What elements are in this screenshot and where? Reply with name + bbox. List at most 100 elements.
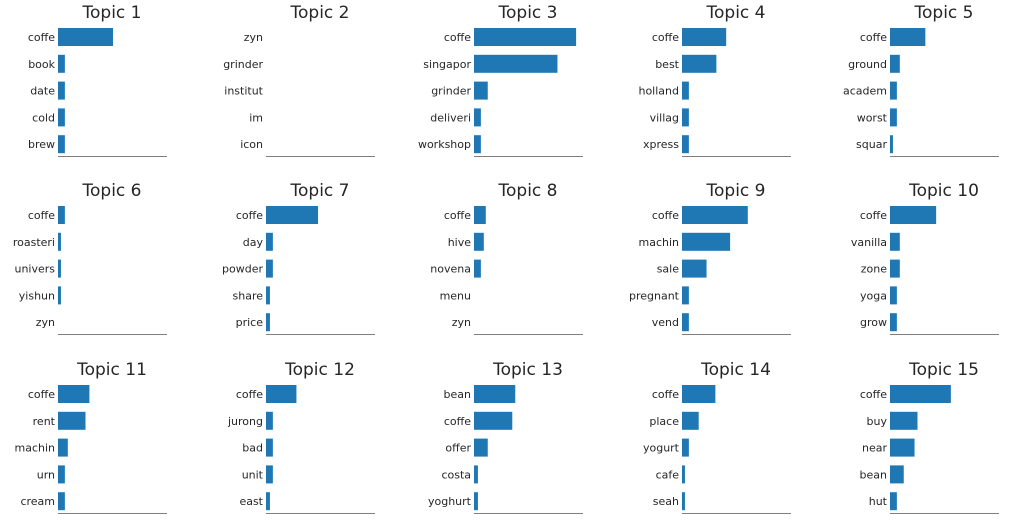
tick-label: bean	[860, 468, 887, 481]
tick-label: east	[239, 495, 263, 508]
tick-label: machin	[638, 236, 679, 249]
tick-label: institut	[224, 85, 263, 98]
topic-chart-10: Topic 10 coffe vanilla zone yoga grow	[851, 181, 999, 335]
bar-xpress	[682, 135, 689, 154]
bar-best	[682, 54, 717, 73]
bar-univers	[58, 259, 61, 278]
bar-east	[266, 492, 270, 511]
chart-title: Topic 15	[908, 360, 979, 380]
tick-label: pregnant	[629, 289, 680, 302]
topic-chart-13: Topic 13 bean coffe offer costa yoghurt	[428, 360, 583, 514]
bar-coffe	[58, 206, 65, 224]
bar-cafe	[682, 465, 685, 484]
topic-chart-2: Topic 2 zyn grinder institut im icon	[223, 3, 375, 157]
chart-title: Topic 4	[706, 3, 766, 23]
tick-label: grow	[860, 316, 887, 329]
bar-zone	[890, 259, 900, 278]
tick-label: place	[649, 415, 679, 428]
tick-label: bad	[242, 442, 263, 455]
bar-cold	[58, 108, 65, 127]
tick-label: holland	[638, 85, 679, 98]
topic-chart-4: Topic 4 coffe best holland villag xpress	[638, 3, 791, 157]
bar-date	[58, 81, 65, 100]
tick-label: novena	[430, 263, 471, 276]
bar-grinder	[474, 81, 488, 100]
tick-label: yogurt	[643, 442, 680, 455]
tick-label: coffe	[652, 209, 679, 222]
bar-book	[58, 54, 65, 73]
tick-label: coffe	[652, 388, 679, 401]
bar-deliveri	[474, 108, 481, 127]
topic-chart-5: Topic 5 coffe ground academ worst squar	[843, 3, 999, 157]
bar-brew	[58, 135, 65, 154]
bar-share	[266, 286, 270, 305]
tick-label: zyn	[36, 316, 55, 329]
chart-title: Topic 11	[76, 360, 147, 380]
topic-chart-8: Topic 8 coffe hive novena menu zyn	[430, 181, 583, 335]
bar-villag	[682, 108, 689, 127]
tick-label: hive	[448, 236, 472, 249]
bar-coffe	[474, 206, 486, 224]
tick-label: roasteri	[13, 236, 55, 249]
topic-chart-1: Topic 1 coffe book date cold brew	[28, 3, 167, 157]
tick-label: best	[655, 58, 679, 71]
bar-urn	[58, 465, 65, 484]
tick-label: ground	[848, 58, 887, 71]
tick-label: coffe	[236, 209, 263, 222]
bar-vend	[682, 313, 689, 332]
tick-label: grinder	[431, 85, 471, 98]
tick-label: coffe	[28, 209, 55, 222]
bar-vanilla	[890, 232, 900, 251]
tick-label: sale	[657, 263, 680, 276]
topic-chart-11: Topic 11 coffe rent machin urn cream	[14, 360, 167, 514]
tick-label: zyn	[244, 31, 263, 44]
bar-coffe	[682, 206, 748, 224]
topic-chart-3: Topic 3 coffe singapor grinder deliveri works…	[418, 3, 583, 157]
tick-label: coffe	[28, 388, 55, 401]
tick-label: vend	[652, 316, 679, 329]
bar-coffe	[682, 385, 716, 403]
bar-ground	[890, 54, 900, 73]
tick-label: yishun	[19, 289, 55, 302]
tick-label: buy	[867, 415, 888, 428]
tick-label: yoga	[860, 289, 887, 302]
tick-label: near	[862, 442, 887, 455]
bar-coffe	[682, 28, 727, 46]
bar-sale	[682, 259, 707, 278]
tick-label: coffe	[236, 388, 263, 401]
bar-grow	[890, 313, 897, 332]
tick-label: workshop	[418, 138, 471, 151]
tick-label: icon	[240, 138, 263, 151]
bar-machin	[58, 438, 68, 457]
bar-machin	[682, 232, 731, 251]
bar-place	[682, 411, 699, 430]
chart-title: Topic 13	[492, 360, 563, 380]
bar-worst	[890, 108, 897, 127]
bar-coffe	[266, 206, 319, 224]
chart-title: Topic 7	[290, 181, 350, 201]
bar-price	[266, 313, 270, 332]
tick-label: zyn	[452, 316, 471, 329]
tick-label: bean	[444, 388, 471, 401]
chart-title: Topic 6	[82, 181, 142, 201]
bar-day	[266, 232, 273, 251]
chart-title: Topic 5	[914, 3, 974, 23]
tick-label: coffe	[652, 31, 679, 44]
bar-holland	[682, 81, 689, 100]
tick-label: vanilla	[851, 236, 887, 249]
bar-cream	[58, 492, 65, 511]
bar-academ	[890, 81, 897, 100]
tick-label: grinder	[223, 58, 263, 71]
bar-coffe	[58, 385, 90, 403]
tick-label: im	[249, 111, 263, 124]
bar-coffe	[266, 385, 297, 403]
tick-label: unit	[242, 468, 264, 481]
bar-bean	[890, 465, 904, 484]
bar-coffe	[890, 28, 926, 46]
bar-workshop	[474, 135, 481, 154]
tick-label: coffe	[444, 209, 471, 222]
tick-label: book	[28, 58, 55, 71]
tick-label: squar	[856, 138, 887, 151]
tick-label: cream	[20, 495, 55, 508]
topic-chart-14: Topic 14 coffe place yogurt cafe seah	[643, 360, 791, 514]
